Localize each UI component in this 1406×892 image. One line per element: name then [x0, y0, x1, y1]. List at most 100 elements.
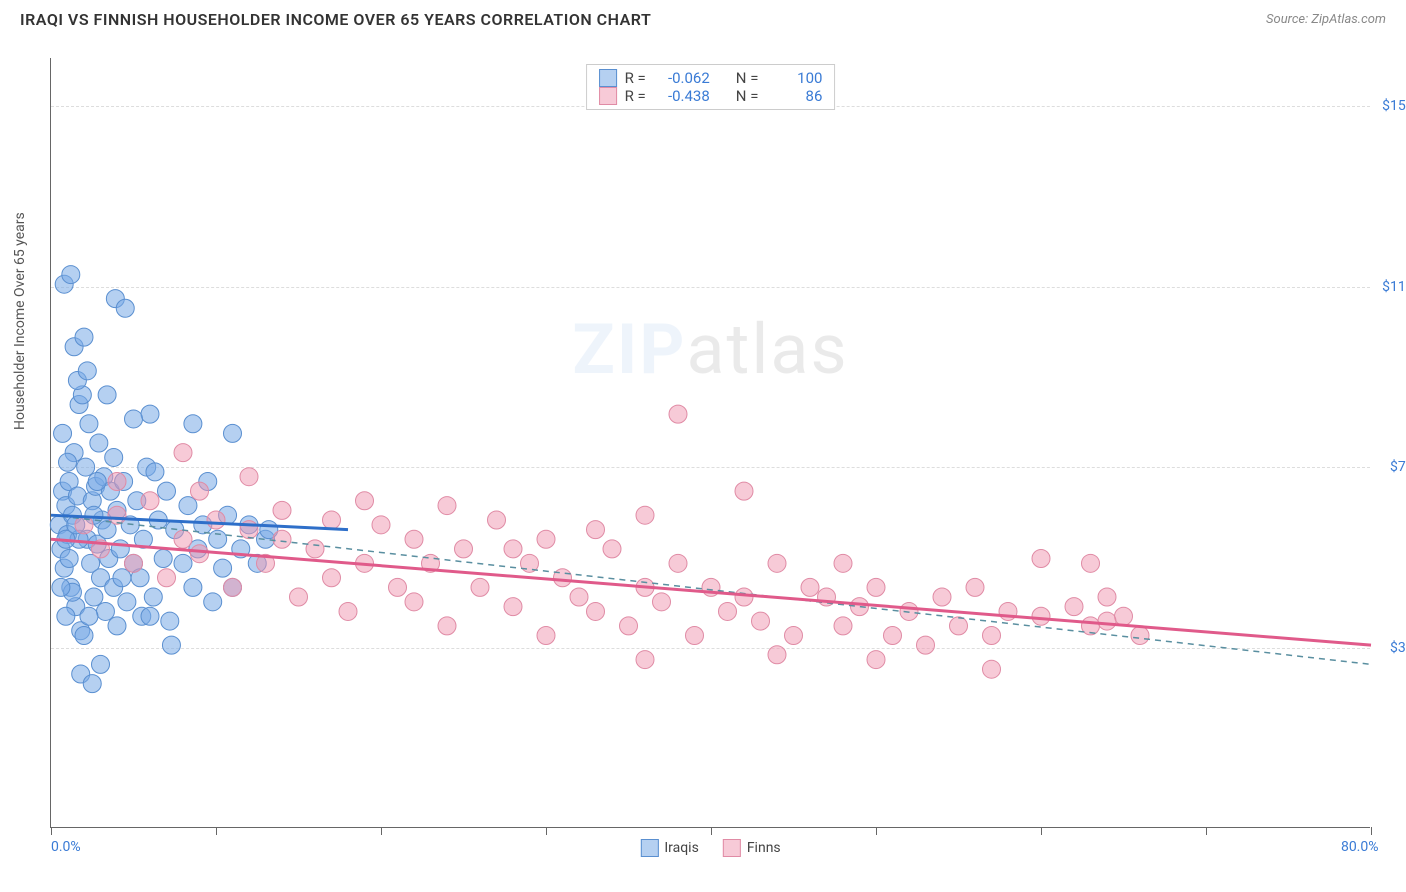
trend-line	[51, 539, 1371, 645]
data-point	[554, 569, 572, 587]
n-value-finns: 86	[766, 87, 822, 105]
legend-label-iraqis: Iraqis	[664, 840, 698, 856]
data-point	[207, 511, 225, 529]
data-point	[75, 328, 93, 346]
n-value-iraqis: 100	[766, 69, 822, 87]
data-point	[179, 497, 197, 515]
data-point	[587, 602, 605, 620]
data-point	[54, 424, 72, 442]
data-point	[768, 646, 786, 664]
data-point	[1032, 607, 1050, 625]
y-tick-label: $37,500	[1360, 640, 1406, 656]
data-point	[191, 482, 209, 500]
data-point	[59, 453, 77, 471]
data-point	[867, 578, 885, 596]
data-point	[917, 636, 935, 654]
data-point	[356, 492, 374, 510]
x-tick	[546, 827, 547, 835]
data-point	[141, 405, 159, 423]
data-point	[75, 627, 93, 645]
data-point	[62, 266, 80, 284]
x-tick	[711, 827, 712, 835]
data-point	[118, 593, 136, 611]
data-point	[174, 444, 192, 462]
data-point	[83, 675, 101, 693]
data-point	[125, 410, 143, 428]
data-point	[983, 627, 1001, 645]
data-point	[154, 550, 172, 568]
data-point	[570, 588, 588, 606]
data-point	[636, 651, 654, 669]
data-point	[240, 468, 258, 486]
data-point	[834, 617, 852, 635]
data-point	[111, 540, 129, 558]
data-point	[273, 501, 291, 519]
data-point	[88, 473, 106, 491]
data-point	[52, 578, 70, 596]
data-point	[686, 627, 704, 645]
data-point	[116, 299, 134, 317]
data-point	[834, 554, 852, 572]
x-tick	[1371, 827, 1372, 835]
data-point	[669, 405, 687, 423]
data-point	[488, 511, 506, 529]
chart-area: ZIPatlas R = -0.062 N = 100 R = -0.438 N…	[50, 58, 1370, 828]
header-row: IRAQI VS FINNISH HOUSEHOLDER INCOME OVER…	[0, 0, 1406, 37]
y-axis-label: Householder Income Over 65 years	[12, 212, 28, 430]
x-tick-label: 0.0%	[51, 839, 81, 855]
x-tick	[1206, 827, 1207, 835]
data-point	[669, 554, 687, 572]
y-tick-label: $75,000	[1360, 459, 1406, 475]
data-point	[785, 627, 803, 645]
scatter-plot	[51, 58, 1370, 827]
data-point	[1065, 598, 1083, 616]
data-point	[174, 530, 192, 548]
legend-swatch-iraqis	[640, 839, 658, 857]
legend-swatch-finns	[599, 87, 617, 105]
data-point	[113, 569, 131, 587]
data-point	[92, 655, 110, 673]
data-point	[108, 473, 126, 491]
data-point	[405, 530, 423, 548]
data-point	[273, 530, 291, 548]
data-point	[85, 588, 103, 606]
data-point	[323, 569, 341, 587]
data-point	[438, 497, 456, 515]
legend-stats-row-1: R = -0.438 N = 86	[599, 87, 823, 105]
data-point	[184, 415, 202, 433]
data-point	[191, 545, 209, 563]
x-tick	[876, 827, 877, 835]
data-point	[405, 593, 423, 611]
data-point	[867, 651, 885, 669]
data-point	[224, 578, 242, 596]
data-point	[768, 554, 786, 572]
data-point	[98, 386, 116, 404]
data-point	[455, 540, 473, 558]
data-point	[125, 554, 143, 572]
data-point	[323, 511, 341, 529]
x-tick	[381, 827, 382, 835]
data-point	[372, 516, 390, 534]
data-point	[108, 617, 126, 635]
data-point	[983, 660, 1001, 678]
data-point	[1032, 550, 1050, 568]
data-point	[158, 482, 176, 500]
data-point	[884, 627, 902, 645]
data-point	[504, 598, 522, 616]
data-point	[966, 578, 984, 596]
legend-item-iraqis: Iraqis	[640, 839, 698, 857]
data-point	[933, 588, 951, 606]
data-point	[80, 607, 98, 625]
data-point	[1098, 612, 1116, 630]
r-value-finns: -0.438	[654, 87, 710, 105]
data-point	[752, 612, 770, 630]
data-point	[504, 540, 522, 558]
data-point	[80, 415, 98, 433]
chart-title: IRAQI VS FINNISH HOUSEHOLDER INCOME OVER…	[20, 10, 651, 29]
data-point	[158, 569, 176, 587]
legend-series: Iraqis Finns	[640, 839, 780, 857]
data-point	[77, 458, 95, 476]
data-point	[306, 540, 324, 558]
n-label: N =	[736, 69, 759, 87]
data-point	[537, 530, 555, 548]
